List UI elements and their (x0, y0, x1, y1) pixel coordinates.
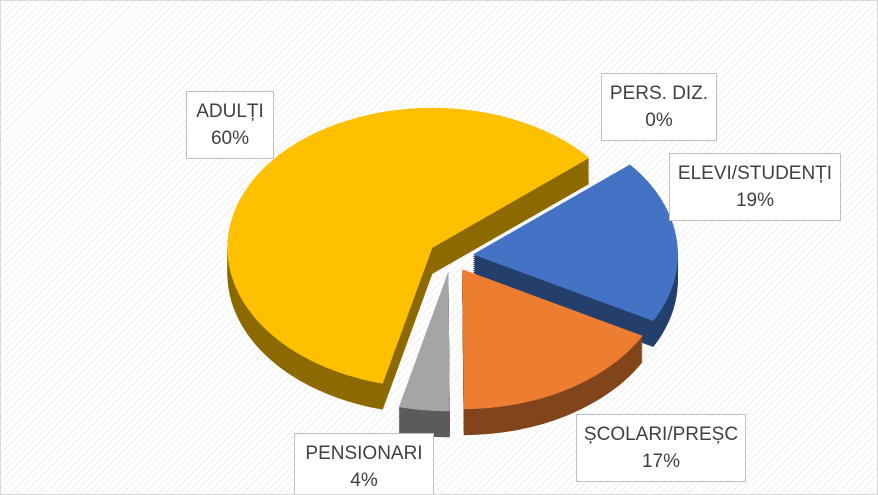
label-category: ADULȚI (196, 101, 264, 122)
data-label: ADULȚI 60% (186, 91, 274, 159)
label-category: PENSIONARI (305, 443, 423, 464)
slice-side (467, 164, 625, 255)
slice (462, 269, 643, 410)
slice (398, 271, 450, 412)
data-label: ELEVI/STUDENȚI 19% (669, 153, 841, 221)
label-value: 0% (645, 110, 673, 131)
label-category: PERS. DIZ. (609, 83, 709, 104)
data-label: ȘCOLARI/PREȘC 17% (576, 414, 746, 482)
slice-side (467, 166, 625, 257)
label-value: 17% (641, 451, 681, 472)
label-value: 4% (350, 470, 378, 491)
label-category: ELEVI/STUDENȚI (677, 163, 833, 184)
data-label: PENSIONARI 4% (294, 433, 434, 494)
slice (227, 107, 590, 384)
slice (472, 164, 678, 322)
label-value: 19% (735, 190, 775, 211)
data-label: PERS. DIZ. 0% (601, 73, 717, 141)
label-category: ȘCOLARI/PREȘC (583, 424, 739, 445)
label-value: 60% (210, 128, 250, 149)
